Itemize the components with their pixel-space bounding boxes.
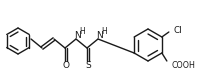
Text: N: N [96, 30, 102, 40]
Text: H: H [101, 26, 107, 36]
Text: H: H [79, 26, 85, 36]
Text: N: N [74, 30, 80, 40]
Text: Cl: Cl [174, 25, 183, 35]
Text: S: S [85, 61, 91, 69]
Text: O: O [63, 61, 69, 69]
Text: COOH: COOH [172, 61, 196, 69]
